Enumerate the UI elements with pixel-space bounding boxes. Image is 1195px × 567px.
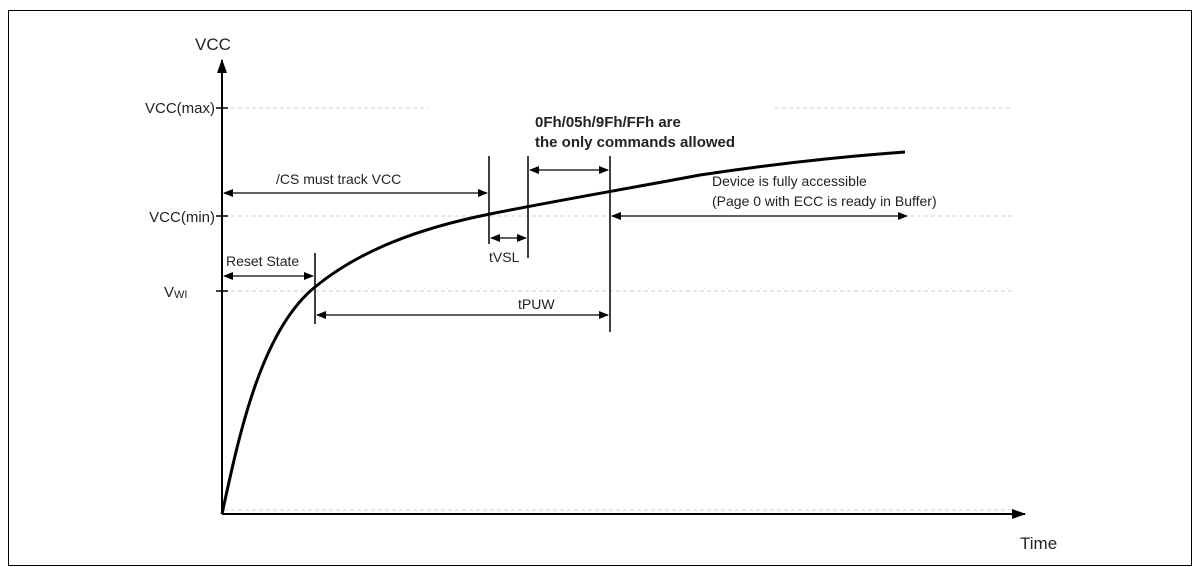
vcc-rise-curve xyxy=(220,150,906,515)
vwi-label-sub: WI xyxy=(174,289,187,301)
diagram-frame xyxy=(8,10,1192,566)
x-axis-label: Time xyxy=(1020,534,1057,553)
commands-label-line2: the only commands allowed xyxy=(535,134,735,151)
vcc-max-label: VCC(max) xyxy=(145,100,215,117)
cs-track-label: /CS must track VCC xyxy=(276,171,401,187)
accessible-label-line1: Device is fully accessible xyxy=(712,173,867,189)
timing-markers xyxy=(314,156,611,332)
tpuw-label: tPUW xyxy=(518,296,555,312)
commands-label-line1: 0Fh/05h/9Fh/FFh are xyxy=(535,114,681,131)
vwi-label-main: V xyxy=(164,284,174,301)
vcc-min-label: VCC(min) xyxy=(149,209,215,226)
y-axis-label: VCC xyxy=(195,35,231,54)
tvsl-label: tVSL xyxy=(489,249,520,265)
reset-state-label: Reset State xyxy=(226,253,299,269)
timing-arrows xyxy=(223,166,908,319)
vwi-label: VWI xyxy=(164,284,187,301)
y-ticks xyxy=(216,107,228,292)
accessible-label-line2: (Page 0 with ECC is ready in Buffer) xyxy=(712,193,937,209)
level-guides xyxy=(224,107,1012,511)
